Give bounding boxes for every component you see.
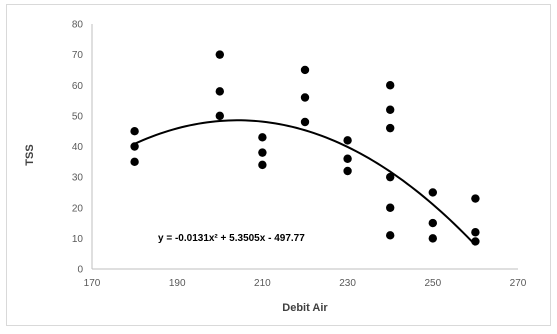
y-tick-labels: 0 10 20 30 40 50 60 70 80 — [72, 20, 84, 276]
y-tick-label: 40 — [72, 142, 84, 153]
data-point — [215, 87, 224, 96]
data-point — [215, 50, 224, 59]
data-point — [386, 231, 395, 240]
data-point — [471, 228, 480, 237]
data-point — [428, 218, 437, 228]
data-point — [386, 172, 395, 182]
data-point — [471, 194, 480, 203]
data-point — [258, 160, 267, 170]
y-tick-label: 10 — [72, 234, 84, 245]
x-tick-label: 270 — [510, 278, 527, 289]
y-axis-title: TSS — [24, 144, 36, 165]
trendline-equation: y = -0.0131x² + 5.3505x - 497.77 — [158, 233, 305, 244]
trendline — [134, 119, 477, 246]
data-point — [300, 117, 310, 127]
data-point — [300, 93, 310, 102]
y-tick-label: 0 — [77, 265, 83, 276]
x-tick-labels: 170 190 210 230 250 270 — [84, 278, 527, 289]
data-point — [343, 166, 352, 176]
data-point — [130, 157, 139, 167]
x-tick-label: 210 — [254, 278, 271, 289]
data-point — [386, 203, 395, 212]
data-point — [300, 65, 310, 75]
x-axis-title: Debit Air — [282, 302, 328, 314]
y-tick-label: 70 — [72, 50, 84, 61]
y-tick-label: 50 — [72, 111, 84, 122]
data-point — [386, 105, 395, 114]
data-point — [471, 237, 480, 246]
y-tick-label: 30 — [72, 173, 84, 184]
data-point — [386, 81, 395, 90]
chart-frame — [6, 4, 551, 326]
x-tick-label: 170 — [84, 278, 101, 289]
data-point — [130, 142, 139, 151]
data-point — [386, 123, 395, 133]
y-tick-label: 20 — [72, 203, 84, 214]
data-point — [258, 148, 267, 157]
y-tick-label: 60 — [72, 81, 84, 92]
data-point — [343, 154, 352, 163]
y-tick-label: 80 — [72, 20, 84, 31]
data-point — [343, 136, 352, 145]
data-point — [215, 111, 224, 121]
data-point — [428, 234, 437, 243]
x-tick-label: 190 — [169, 278, 186, 289]
data-point — [258, 133, 267, 142]
data-points — [130, 50, 480, 246]
data-point — [130, 126, 139, 136]
x-tick-label: 230 — [339, 278, 356, 289]
data-point — [428, 188, 437, 197]
x-tick-label: 250 — [424, 278, 441, 289]
